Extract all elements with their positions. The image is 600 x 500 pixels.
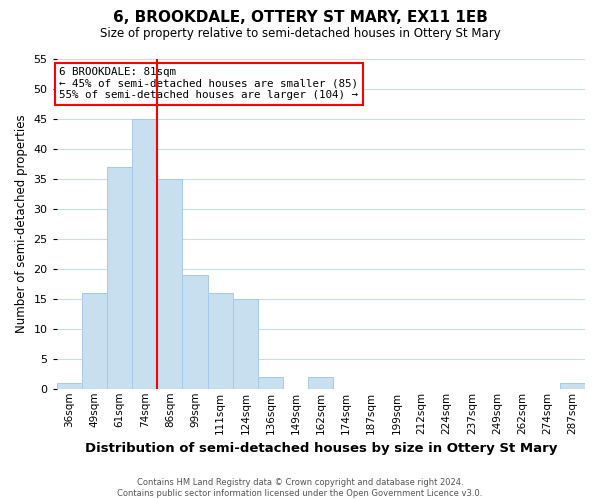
Text: 6 BROOKDALE: 81sqm
← 45% of semi-detached houses are smaller (85)
55% of semi-de: 6 BROOKDALE: 81sqm ← 45% of semi-detache… bbox=[59, 67, 358, 100]
Bar bbox=[82, 293, 107, 389]
Bar bbox=[308, 377, 334, 389]
Bar bbox=[258, 377, 283, 389]
Text: 6, BROOKDALE, OTTERY ST MARY, EX11 1EB: 6, BROOKDALE, OTTERY ST MARY, EX11 1EB bbox=[113, 10, 487, 25]
X-axis label: Distribution of semi-detached houses by size in Ottery St Mary: Distribution of semi-detached houses by … bbox=[85, 442, 557, 455]
Bar bbox=[107, 167, 132, 389]
Bar bbox=[182, 275, 208, 389]
Bar bbox=[560, 383, 585, 389]
Bar bbox=[132, 119, 157, 389]
Text: Contains HM Land Registry data © Crown copyright and database right 2024.
Contai: Contains HM Land Registry data © Crown c… bbox=[118, 478, 482, 498]
Y-axis label: Number of semi-detached properties: Number of semi-detached properties bbox=[15, 114, 28, 333]
Bar bbox=[57, 383, 82, 389]
Bar bbox=[208, 293, 233, 389]
Text: Size of property relative to semi-detached houses in Ottery St Mary: Size of property relative to semi-detach… bbox=[100, 28, 500, 40]
Bar bbox=[157, 179, 182, 389]
Bar bbox=[233, 299, 258, 389]
